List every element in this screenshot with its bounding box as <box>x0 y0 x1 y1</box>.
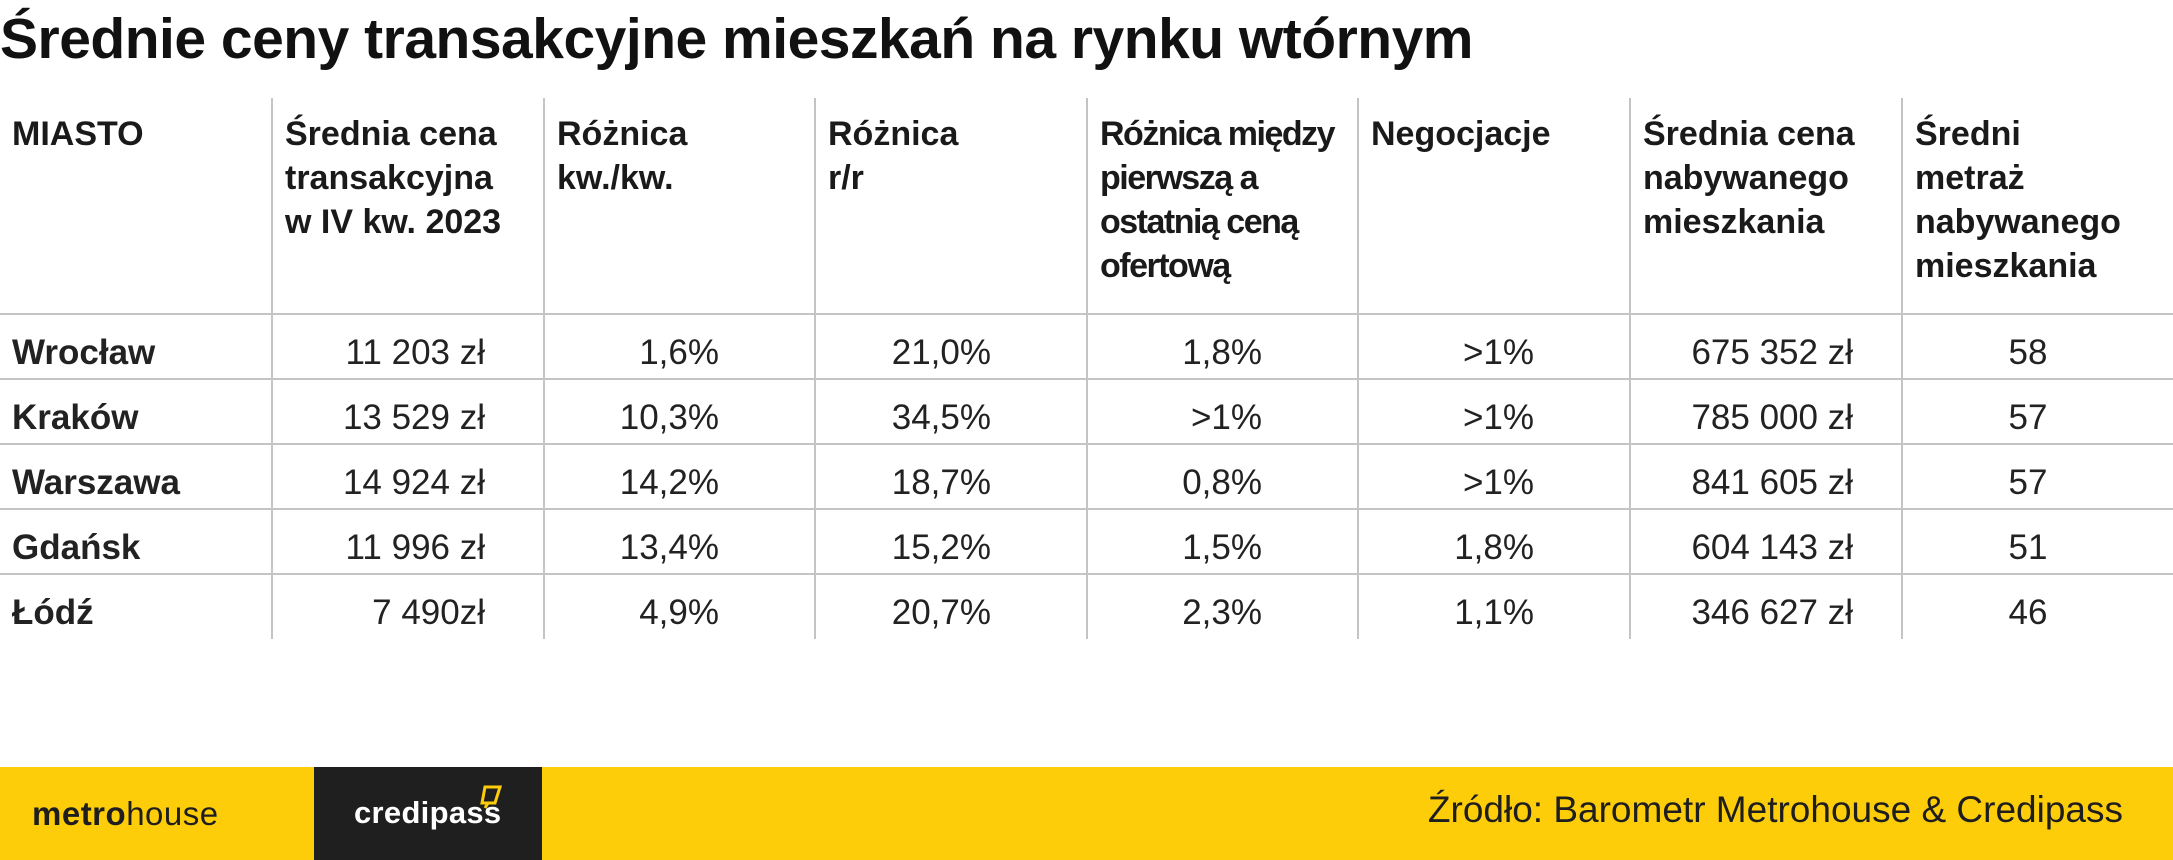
table-row: Gdańsk 11 996 zł 13,4% 15,2% 1,5% 1,8% 6… <box>0 509 2173 575</box>
header-line: ostatnią ceną <box>1100 203 1299 241</box>
header-line: MIASTO <box>12 115 144 153</box>
price-table: MIASTO Średnia cena transakcyjna w IV kw… <box>0 98 2173 639</box>
header-apartment-size: Średni metraż nabywanego mieszkania <box>1901 98 2173 315</box>
cell-apartment-size: 58 <box>1901 314 2173 380</box>
header-yoy: Różnica r/r <box>814 98 1087 315</box>
cell-yoy: 34,5% <box>814 379 1087 445</box>
cell-apartment-size: 51 <box>1901 509 2173 575</box>
table-row: Wrocław 11 203 zł 1,6% 21,0% 1,8% >1% 67… <box>0 314 2173 380</box>
cell-qoq: 4,9% <box>543 574 815 639</box>
header-line: w IV kw. 2023 <box>285 203 502 241</box>
cell-avg-price: 7 490zł <box>271 574 544 639</box>
cell-yoy: 18,7% <box>814 444 1087 510</box>
cell-avg-price: 14 924 zł <box>271 444 544 510</box>
header-line: metraż <box>1915 159 2025 197</box>
cell-yoy: 21,0% <box>814 314 1087 380</box>
cell-negotiation: 1,1% <box>1357 574 1630 639</box>
credipass-box: credipass <box>314 767 542 860</box>
header-line: Średni <box>1915 115 2021 153</box>
credipass-mark-icon <box>480 785 502 809</box>
header-line: Średnia cena <box>1643 115 1855 153</box>
cell-city: Wrocław <box>0 314 272 380</box>
cell-qoq: 13,4% <box>543 509 815 575</box>
cell-qoq: 1,6% <box>543 314 815 380</box>
header-line: Różnica <box>557 115 688 153</box>
cell-yoy: 20,7% <box>814 574 1087 639</box>
header-row: MIASTO Średnia cena transakcyjna w IV kw… <box>0 98 2173 315</box>
header-offer-diff: Różnica między pierwszą a ostatnią ceną … <box>1086 98 1358 315</box>
logo-house-part: house <box>126 795 219 832</box>
cell-qoq: 14,2% <box>543 444 815 510</box>
cell-city: Łódź <box>12 593 94 632</box>
cell-apartment-size: 57 <box>1901 444 2173 510</box>
cell-offer-diff: 0,8% <box>1086 444 1358 510</box>
metrohouse-logo: metrohouse <box>32 795 219 833</box>
cell-avg-price: 11 203 zł <box>271 314 544 380</box>
cell-yoy: 15,2% <box>814 509 1087 575</box>
source-note: Źródło: Barometr Metrohouse & Credipass <box>1427 789 2123 830</box>
cell-avg-price: 11 996 zł <box>271 509 544 575</box>
cell-apartment-price: 604 143 zł <box>1629 509 1902 575</box>
header-line: Różnica między <box>1100 115 1336 153</box>
cell-apartment-size: 46 <box>1901 574 2173 639</box>
cell-apartment-size: 57 <box>1901 379 2173 445</box>
header-line: kw./kw. <box>557 159 674 197</box>
header-line: mieszkania <box>1915 247 2097 285</box>
cell-apartment-price: 675 352 zł <box>1629 314 1902 380</box>
logo-metro-part: metro <box>32 795 127 832</box>
header-line: pierwszą a <box>1100 159 1258 197</box>
credipass-logo: credipass <box>354 795 502 830</box>
page-title: Średnie ceny transakcyjne mieszkań na ry… <box>0 7 1473 71</box>
cell-apartment-price: 346 627 zł <box>1629 574 1902 639</box>
cell-negotiation: 1,8% <box>1357 509 1630 575</box>
header-line: Negocjacje <box>1371 115 1551 153</box>
cell-offer-diff: 2,3% <box>1086 574 1358 639</box>
cell-city: Gdańsk <box>0 509 272 575</box>
cell-negotiation: >1% <box>1357 314 1630 380</box>
header-line: transakcyjna <box>285 159 493 197</box>
cell-city: Kraków <box>0 379 272 445</box>
header-line: Różnica <box>828 115 959 153</box>
cell-apartment-price: 785 000 zł <box>1629 379 1902 445</box>
table-row: Kraków 13 529 zł 10,3% 34,5% >1% >1% 785… <box>0 379 2173 445</box>
header-line: nabywanego <box>1915 203 2121 241</box>
header-avg-price: Średnia cena transakcyjna w IV kw. 2023 <box>271 98 544 315</box>
table-row: Warszawa 14 924 zł 14,2% 18,7% 0,8% >1% … <box>0 444 2173 510</box>
cell-qoq: 10,3% <box>543 379 815 445</box>
header-negotiation: Negocjacje <box>1357 98 1630 315</box>
cell-offer-diff: 1,8% <box>1086 314 1358 380</box>
header-qoq: Różnica kw./kw. <box>543 98 815 315</box>
cell-city: Warszawa <box>0 444 272 510</box>
header-city: MIASTO <box>0 98 272 315</box>
cell-apartment-price: 841 605 zł <box>1629 444 1902 510</box>
header-line: r/r <box>828 159 864 197</box>
header-line: ofertową <box>1100 247 1231 285</box>
cell-avg-price: 13 529 zł <box>271 379 544 445</box>
cell-negotiation: >1% <box>1357 379 1630 445</box>
cell-negotiation: >1% <box>1357 444 1630 510</box>
header-line: nabywanego <box>1643 159 1849 197</box>
cell-offer-diff: >1% <box>1086 379 1358 445</box>
header-line: Średnia cena <box>285 115 497 153</box>
header-line: mieszkania <box>1643 203 1825 241</box>
header-apartment-price: Średnia cena nabywanego mieszkania <box>1629 98 1902 315</box>
cell-offer-diff: 1,5% <box>1086 509 1358 575</box>
footer-band: metrohouse credipass Źródło: Barometr Me… <box>0 767 2173 860</box>
table-row: Łódź 7 490zł 4,9% 20,7% 2,3% 1,1% 346 62… <box>0 574 2173 639</box>
